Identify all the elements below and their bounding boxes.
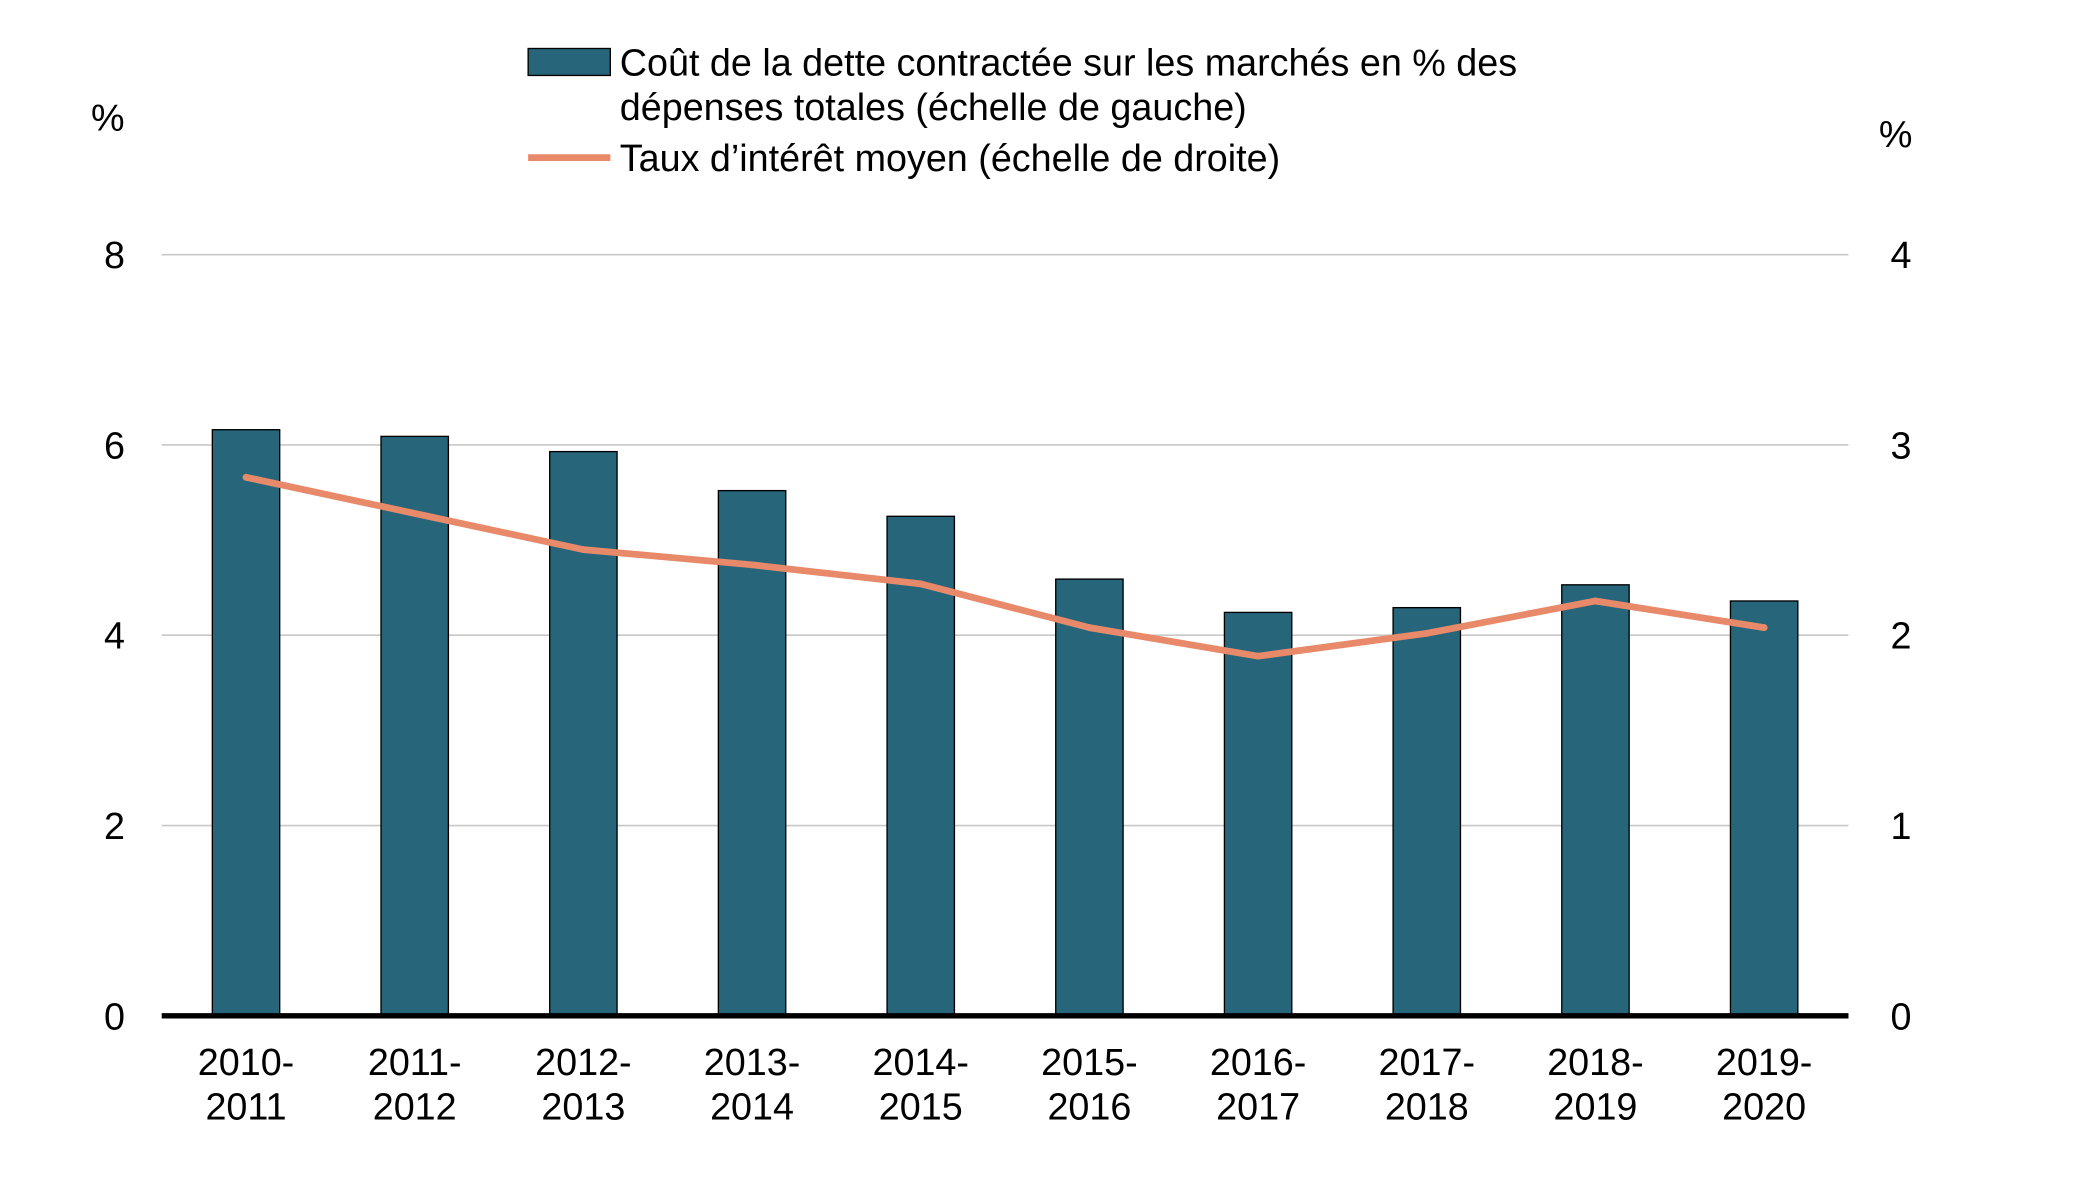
legend-bar-swatch <box>527 47 612 77</box>
x-tick-label: 2014-2015 <box>872 1041 968 1127</box>
y-tick-label-right: 0 <box>1891 995 1912 1037</box>
bar-2010-2011 <box>211 429 281 1017</box>
bar-2014-2015 <box>886 515 956 1017</box>
line-point-2015-2016 <box>1086 624 1093 632</box>
y-tick-label-right: 4 <box>1891 234 1912 276</box>
line-point-2012-2013 <box>580 546 587 553</box>
bar-2015-2016 <box>1055 578 1124 1017</box>
bar-2018-2019 <box>1561 584 1630 1017</box>
bar-2016-2017 <box>1223 611 1293 1017</box>
x-tick-label: 2011-2012 <box>368 1041 462 1127</box>
bar-2011-2012 <box>380 435 450 1017</box>
line-point-2019-2020 <box>1760 624 1768 632</box>
y-tick-label-left: 0 <box>104 995 125 1037</box>
x-tick-label: 2016-2017 <box>1210 1041 1306 1127</box>
y-tick-label-left: 2 <box>104 805 125 847</box>
line-point-2017-2018 <box>1423 629 1431 637</box>
bar-2013-2014 <box>717 489 787 1017</box>
bar-2012-2013 <box>549 450 618 1017</box>
y-tick-label-right: 1 <box>1891 805 1912 847</box>
line-point-2013-2014 <box>748 561 756 569</box>
bar-2017-2018 <box>1392 606 1462 1017</box>
legend: Coût de la dette contractée sur les marc… <box>527 41 1517 179</box>
line-point-2010-2011 <box>242 473 250 481</box>
bar-2019-2020 <box>1729 600 1799 1017</box>
left-axis-unit-label: % <box>91 97 125 139</box>
x-tick-label: 2012-2013 <box>535 1041 631 1127</box>
y-tick-label-left: 6 <box>104 424 125 466</box>
tick-labels: 0 2 4 6 8 0 1 2 3 4 2010-2011 2011-2012 2012-2013 201… <box>104 234 1911 1127</box>
x-tick-label: 2019-2020 <box>1716 1041 1812 1127</box>
right-axis-unit-label: % <box>1879 113 1913 155</box>
x-tick-label: 2013-2014 <box>704 1041 800 1127</box>
line-point-2016-2017 <box>1254 652 1262 660</box>
line-point-2011-2012 <box>411 510 419 517</box>
legend-label-interest-rate: Taux d’intérêt moyen (échelle de droite) <box>620 137 1280 179</box>
legend-label-debt-cost: Coût de la dette contractée sur les marc… <box>620 41 1517 127</box>
y-tick-label-left: 4 <box>104 615 125 657</box>
y-tick-label-left: 8 <box>104 234 125 276</box>
interest-rate-line <box>242 473 1768 660</box>
bar-series <box>211 429 1799 1017</box>
x-tick-label: 2015-2016 <box>1041 1041 1137 1127</box>
line-series <box>242 473 1768 660</box>
y-tick-label-right: 2 <box>1891 615 1912 657</box>
x-tick-label: 2018-2019 <box>1547 1041 1643 1127</box>
line-point-2014-2015 <box>917 580 925 588</box>
x-tick-label: 2010-2011 <box>198 1041 294 1127</box>
y-tick-label-right: 3 <box>1891 424 1912 466</box>
line-point-2018-2019 <box>1592 597 1599 605</box>
x-tick-label: 2017-2018 <box>1379 1041 1475 1127</box>
